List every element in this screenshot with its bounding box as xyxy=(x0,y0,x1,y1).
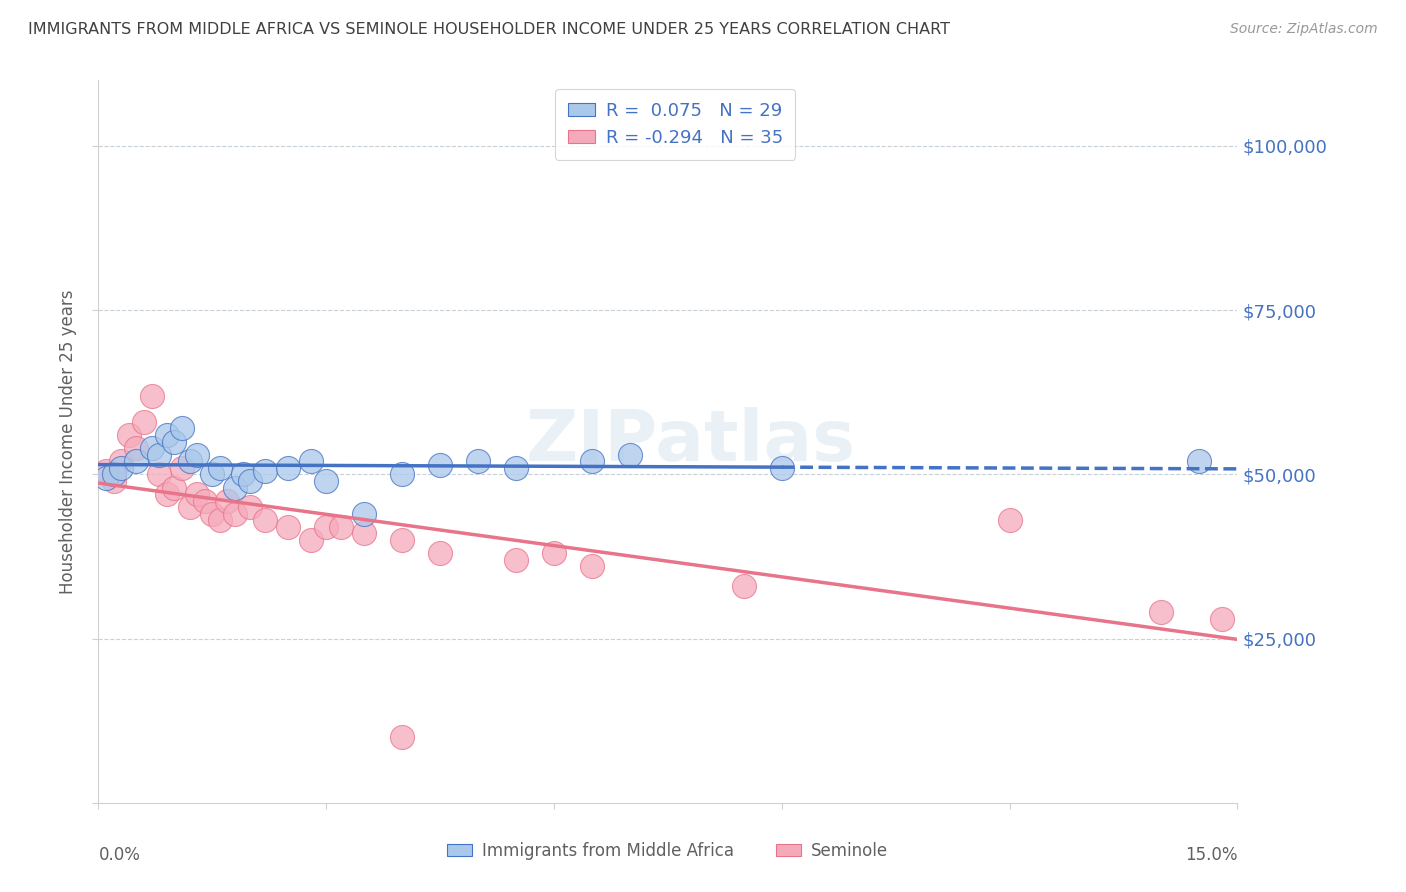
Point xyxy=(110,454,132,468)
Point xyxy=(581,454,603,468)
Point xyxy=(148,467,170,482)
Point xyxy=(770,460,793,475)
Point xyxy=(208,513,231,527)
Point xyxy=(505,460,527,475)
Point xyxy=(118,428,141,442)
Point xyxy=(998,513,1021,527)
Point xyxy=(170,460,193,475)
Point xyxy=(254,513,277,527)
Point xyxy=(391,533,413,547)
Point xyxy=(467,454,489,468)
Point xyxy=(429,546,451,560)
Point xyxy=(94,471,117,485)
Point xyxy=(429,458,451,472)
Point xyxy=(254,464,277,478)
Y-axis label: Householder Income Under 25 years: Householder Income Under 25 years xyxy=(59,289,77,594)
Point xyxy=(201,507,224,521)
Point xyxy=(141,441,163,455)
Point xyxy=(103,467,125,482)
Point xyxy=(1150,605,1173,619)
Point xyxy=(224,507,246,521)
Point xyxy=(1211,612,1233,626)
Point xyxy=(353,507,375,521)
Point xyxy=(179,500,201,515)
Point xyxy=(170,421,193,435)
Point xyxy=(103,474,125,488)
Point xyxy=(132,415,155,429)
Point xyxy=(148,448,170,462)
Text: Source: ZipAtlas.com: Source: ZipAtlas.com xyxy=(1230,22,1378,37)
Point xyxy=(315,474,337,488)
Point xyxy=(391,730,413,744)
Point xyxy=(733,579,755,593)
Point xyxy=(141,388,163,402)
Point xyxy=(110,460,132,475)
Point xyxy=(619,448,641,462)
Point xyxy=(163,481,186,495)
Point xyxy=(315,520,337,534)
Point xyxy=(186,487,208,501)
Point xyxy=(163,434,186,449)
Text: IMMIGRANTS FROM MIDDLE AFRICA VS SEMINOLE HOUSEHOLDER INCOME UNDER 25 YEARS CORR: IMMIGRANTS FROM MIDDLE AFRICA VS SEMINOL… xyxy=(28,22,950,37)
Point xyxy=(239,500,262,515)
Point xyxy=(217,493,239,508)
Point xyxy=(353,526,375,541)
Text: ZIPatlas: ZIPatlas xyxy=(526,407,856,476)
Point xyxy=(232,467,254,482)
Point xyxy=(330,520,353,534)
Point xyxy=(239,474,262,488)
Point xyxy=(156,487,179,501)
Point xyxy=(505,553,527,567)
Point xyxy=(125,441,148,455)
Point xyxy=(194,493,217,508)
Point xyxy=(224,481,246,495)
Point xyxy=(179,454,201,468)
Point xyxy=(156,428,179,442)
Point xyxy=(391,467,413,482)
Point xyxy=(201,467,224,482)
Point xyxy=(299,454,322,468)
Point xyxy=(543,546,565,560)
Point xyxy=(186,448,208,462)
Point xyxy=(277,520,299,534)
Point xyxy=(94,464,117,478)
Text: 0.0%: 0.0% xyxy=(98,847,141,864)
Point xyxy=(581,559,603,574)
Point xyxy=(125,454,148,468)
Point xyxy=(208,460,231,475)
Point xyxy=(299,533,322,547)
Point xyxy=(277,460,299,475)
Legend: Immigrants from Middle Africa, Seminole: Immigrants from Middle Africa, Seminole xyxy=(441,836,894,867)
Text: 15.0%: 15.0% xyxy=(1185,847,1237,864)
Point xyxy=(1188,454,1211,468)
